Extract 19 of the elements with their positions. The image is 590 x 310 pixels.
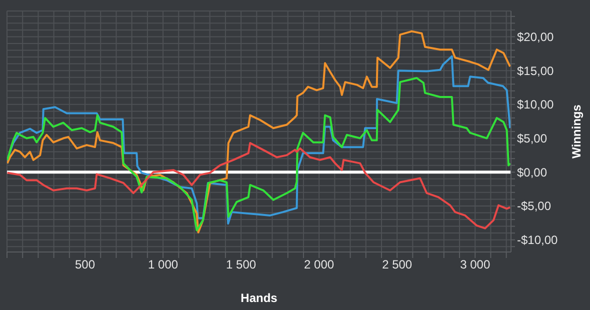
- x-axis-title: Hands: [240, 291, 278, 305]
- y-tick-label: $15,00: [517, 64, 554, 78]
- line-series: [7, 55, 511, 225]
- line-series: [7, 30, 511, 234]
- y-tick-label: $20,00: [517, 30, 554, 44]
- y-axis-title: Winnings: [569, 104, 584, 158]
- y-tick-label: -$10,00: [517, 233, 558, 248]
- y-tick-label: $0,00: [517, 165, 548, 180]
- y-tick-label: $5,00: [517, 132, 548, 146]
- x-tick-label: 2 500: [382, 258, 412, 272]
- line-series: [7, 77, 511, 232]
- line-series: [7, 142, 511, 230]
- x-tick-label: 1 500: [226, 258, 256, 272]
- y-tick-label: -$5,00: [517, 199, 552, 214]
- y-tick-label: $10,00: [517, 98, 554, 112]
- x-tick-label: 3 000: [460, 258, 490, 272]
- x-tick-label: 1 000: [148, 258, 178, 272]
- x-tick-label: 2 000: [304, 258, 334, 272]
- x-tick-label: 500: [75, 258, 96, 272]
